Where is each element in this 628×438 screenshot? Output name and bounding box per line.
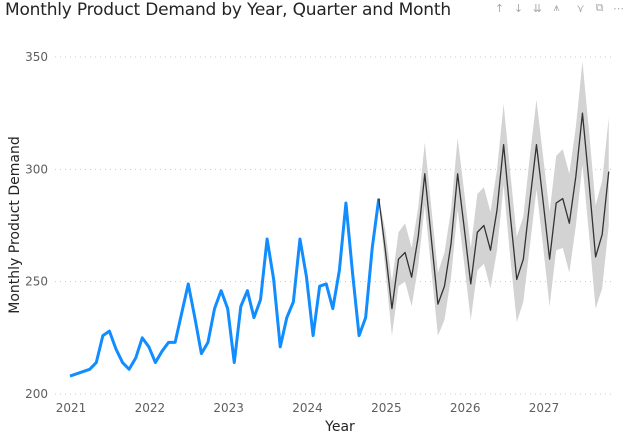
visual-header-toolbar: ↑ ↓ ⇊ ⩚ ⋎ ⧉ ⋯ <box>490 0 628 16</box>
expand-hierarchy-icon[interactable]: ⩚ <box>553 1 560 14</box>
x-tick-label: 2024 <box>292 401 323 415</box>
x-tick-label: 2021 <box>56 401 87 415</box>
x-tick-label: 2026 <box>450 401 481 415</box>
filter-icon[interactable]: ⋎ <box>576 1 585 15</box>
x-tick-label: 2023 <box>213 401 244 415</box>
focus-mode-icon[interactable]: ⧉ <box>595 1 604 14</box>
y-tick-label: 350 <box>25 50 48 64</box>
x-tick-label: 2027 <box>529 401 560 415</box>
x-tick-label: 2022 <box>135 401 166 415</box>
forecast-confidence-band <box>378 61 609 336</box>
actual-demand-line[interactable] <box>69 198 381 378</box>
y-tick-label: 250 <box>25 275 48 289</box>
y-tick-label: 300 <box>25 162 48 176</box>
more-options-icon[interactable]: ⋯ <box>613 1 624 15</box>
drill-up-icon[interactable]: ↑ <box>494 1 505 15</box>
x-tick-label: 2025 <box>371 401 402 415</box>
x-axis-label: Year <box>324 419 355 435</box>
y-axis-label: Monthly Product Demand <box>7 136 23 313</box>
y-tick-label: 200 <box>25 387 48 401</box>
forecast-line[interactable] <box>378 112 610 310</box>
chart-title: Monthly Product Demand by Year, Quarter … <box>5 0 451 20</box>
next-level-icon[interactable]: ⇊ <box>532 1 543 15</box>
drill-down-icon[interactable]: ↓ <box>513 1 524 15</box>
